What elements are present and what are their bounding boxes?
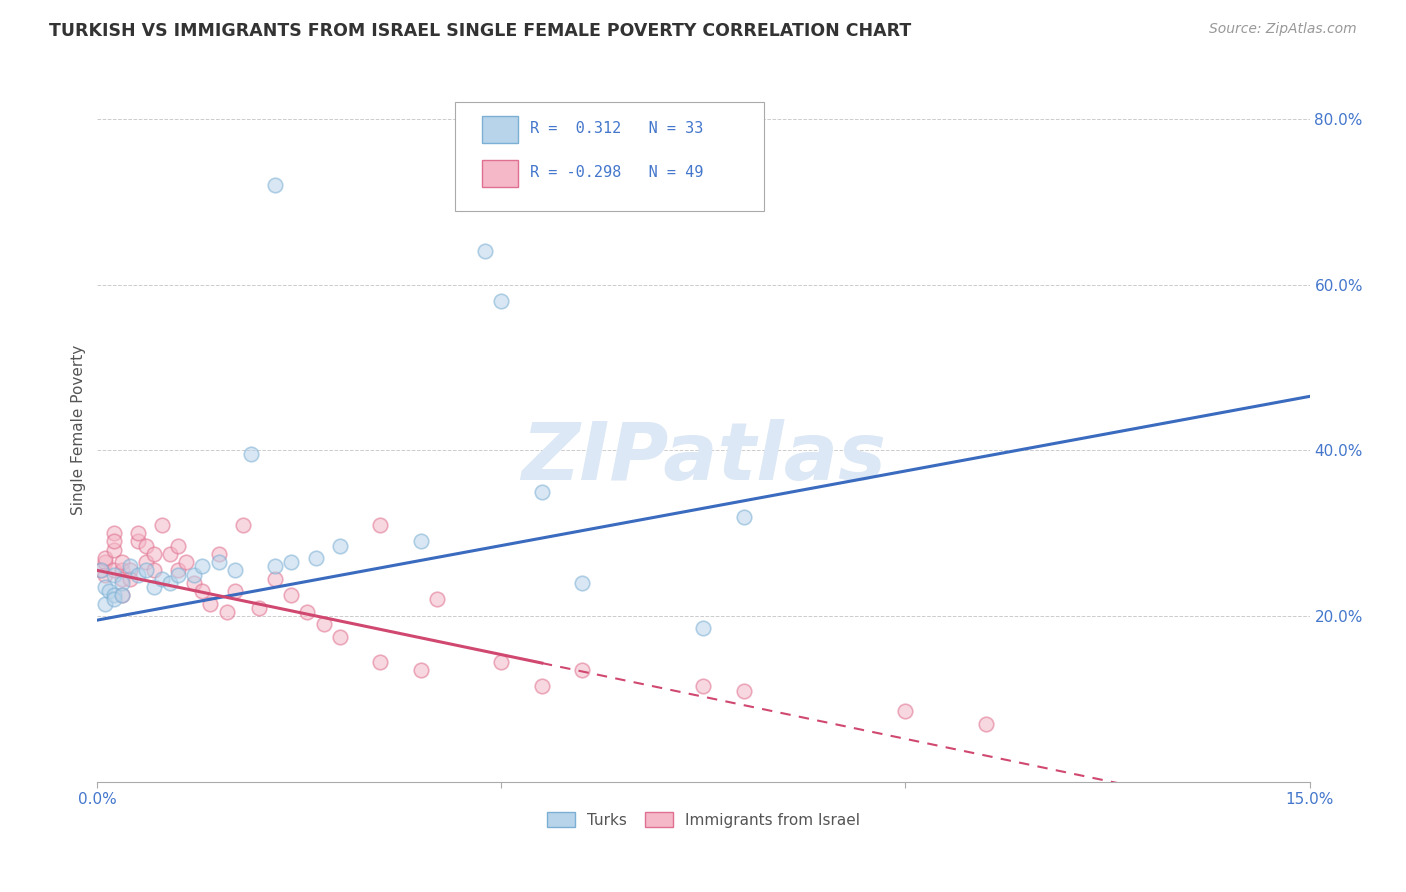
- Point: [94, 580, 117, 594]
- Point: [304, 551, 326, 566]
- Point: [103, 567, 125, 582]
- Point: [733, 683, 755, 698]
- Point: [733, 509, 755, 524]
- Point: [368, 517, 391, 532]
- Point: [191, 559, 214, 574]
- Point: [135, 563, 157, 577]
- Point: [894, 704, 917, 718]
- Point: [127, 526, 149, 541]
- Point: [159, 575, 181, 590]
- Point: [174, 555, 197, 569]
- Point: [329, 539, 352, 553]
- Point: [150, 517, 173, 532]
- Point: [142, 580, 165, 594]
- Text: TURKISH VS IMMIGRANTS FROM ISRAEL SINGLE FEMALE POVERTY CORRELATION CHART: TURKISH VS IMMIGRANTS FROM ISRAEL SINGLE…: [49, 22, 911, 40]
- Point: [167, 539, 190, 553]
- Point: [200, 597, 222, 611]
- Point: [247, 600, 270, 615]
- Point: [110, 555, 132, 569]
- Point: [98, 584, 121, 599]
- Point: [264, 559, 287, 574]
- Text: R =  0.312   N = 33: R = 0.312 N = 33: [530, 121, 703, 136]
- Point: [94, 551, 117, 566]
- Point: [297, 605, 319, 619]
- Point: [110, 563, 132, 577]
- Point: [150, 572, 173, 586]
- FancyBboxPatch shape: [482, 116, 517, 143]
- Point: [474, 244, 496, 259]
- Point: [118, 563, 141, 577]
- Point: [409, 663, 432, 677]
- Point: [94, 597, 117, 611]
- Point: [224, 584, 246, 599]
- Point: [280, 588, 302, 602]
- Point: [103, 592, 125, 607]
- Point: [191, 584, 214, 599]
- Point: [110, 572, 132, 586]
- Point: [571, 575, 593, 590]
- Point: [103, 563, 125, 577]
- Text: ZIPatlas: ZIPatlas: [522, 418, 886, 497]
- Point: [409, 534, 432, 549]
- Text: Source: ZipAtlas.com: Source: ZipAtlas.com: [1209, 22, 1357, 37]
- Point: [426, 592, 449, 607]
- Text: R = -0.298   N = 49: R = -0.298 N = 49: [530, 165, 703, 180]
- Point: [692, 679, 714, 693]
- Point: [94, 567, 117, 582]
- Point: [215, 605, 238, 619]
- Point: [183, 567, 205, 582]
- Point: [135, 555, 157, 569]
- Point: [280, 555, 302, 569]
- Point: [118, 559, 141, 574]
- Point: [127, 567, 149, 582]
- Point: [90, 563, 112, 577]
- Point: [142, 563, 165, 577]
- Point: [103, 526, 125, 541]
- Point: [530, 484, 553, 499]
- FancyBboxPatch shape: [456, 102, 763, 211]
- Point: [167, 567, 190, 582]
- Point: [127, 534, 149, 549]
- Point: [110, 575, 132, 590]
- Point: [368, 655, 391, 669]
- Legend: Turks, Immigrants from Israel: Turks, Immigrants from Israel: [541, 806, 866, 834]
- Point: [167, 563, 190, 577]
- Point: [692, 621, 714, 635]
- Point: [207, 555, 229, 569]
- Y-axis label: Single Female Poverty: Single Female Poverty: [72, 344, 86, 515]
- Point: [530, 679, 553, 693]
- Point: [224, 563, 246, 577]
- Point: [118, 572, 141, 586]
- Point: [239, 447, 262, 461]
- Point: [135, 539, 157, 553]
- Point: [103, 588, 125, 602]
- Point: [491, 294, 513, 309]
- Point: [94, 555, 117, 569]
- Point: [264, 178, 287, 193]
- Point: [103, 542, 125, 557]
- Point: [183, 575, 205, 590]
- Point: [90, 563, 112, 577]
- Point: [491, 655, 513, 669]
- Point: [110, 588, 132, 602]
- Point: [312, 617, 335, 632]
- Point: [571, 663, 593, 677]
- Point: [329, 630, 352, 644]
- FancyBboxPatch shape: [482, 160, 517, 186]
- Point: [142, 547, 165, 561]
- Point: [103, 534, 125, 549]
- Point: [159, 547, 181, 561]
- Point: [232, 517, 254, 532]
- Point: [110, 588, 132, 602]
- Point: [264, 572, 287, 586]
- Point: [207, 547, 229, 561]
- Point: [974, 716, 997, 731]
